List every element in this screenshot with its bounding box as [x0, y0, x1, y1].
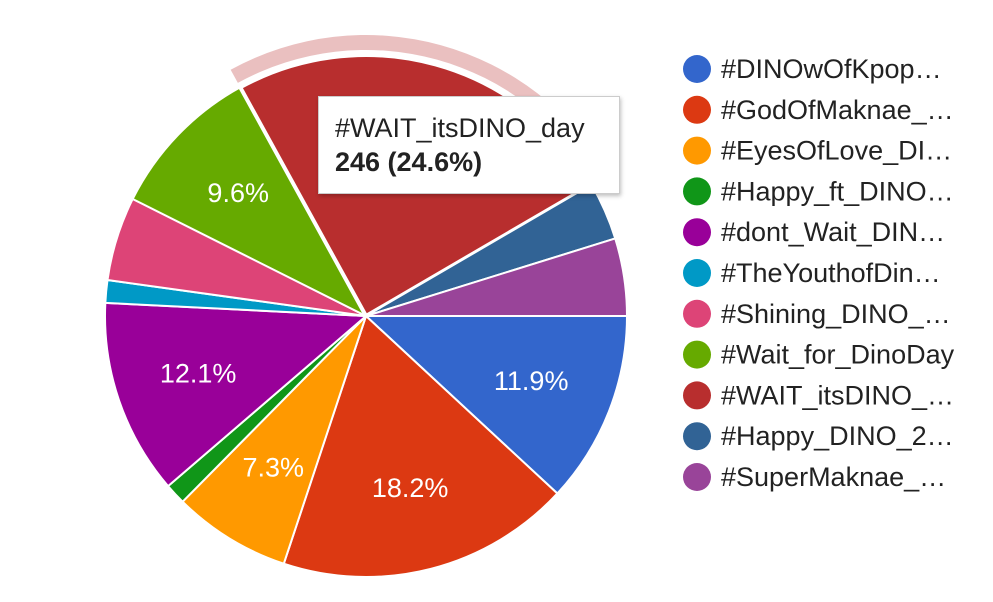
pie-slice-wait-for-dinoday[interactable]: [131, 85, 369, 319]
legend-swatch: [683, 422, 711, 451]
legend-item-wait-itsdino[interactable]: #WAIT_itsDINO_…: [683, 380, 954, 410]
legend-label: #Shining_DINO_…: [721, 299, 951, 329]
legend-item-dont-wait-din[interactable]: #dont_Wait_DIN…: [683, 217, 945, 247]
slice-label-eyesoflove-di: 7.3%: [243, 452, 305, 482]
legend-swatch: [683, 463, 711, 491]
tooltip-value: 246 (24.6%): [335, 147, 483, 177]
legend-swatch: [683, 177, 711, 206]
legend-label: #dont_Wait_DIN…: [721, 217, 945, 247]
legend-item-shining-dino[interactable]: #Shining_DINO_…: [683, 299, 951, 329]
slice-label-dont-wait-din: 12.1%: [160, 359, 237, 389]
legend-swatch: [683, 381, 711, 410]
legend-swatch: [683, 299, 711, 328]
pie-slice-dont-wait-din[interactable]: [104, 301, 369, 488]
slice-label-godofmaknae: 18.2%: [372, 473, 449, 503]
legend: #DINOwOfKpop… #GodOfMaknae_… #EyesOfLove_D…: [683, 54, 955, 492]
legend-label: #EyesOfLove_DI…: [721, 136, 952, 166]
legend-item-godofmaknae[interactable]: #GodOfMaknae_…: [683, 95, 954, 125]
legend-label: #WAIT_itsDINO_…: [721, 380, 954, 410]
legend-label: #Wait_for_DinoDay: [721, 340, 955, 370]
legend-swatch: [683, 259, 711, 287]
pie-slice-supermaknae[interactable]: [365, 237, 629, 317]
legend-item-eyesoflove-di[interactable]: #EyesOfLove_DI…: [683, 136, 952, 166]
pie-slice-dinowofkpop[interactable]: [363, 315, 629, 495]
legend-swatch: [683, 95, 711, 124]
tooltip-label: #WAIT_itsDINO_day: [335, 113, 585, 143]
legend-swatch: [683, 340, 711, 369]
legend-swatch: [683, 55, 711, 83]
legend-label: #TheYouthofDin…: [721, 258, 941, 288]
legend-swatch: [683, 218, 711, 247]
pie-slice-godofmaknae[interactable]: [282, 314, 559, 578]
legend-label: #DINOwOfKpop…: [721, 54, 942, 84]
slice-label-wait-for-dinoday: 9.6%: [207, 178, 269, 208]
pie-labels: 11.9% 18.2% 7.3% 12.1% 9.6%: [160, 178, 569, 503]
slice-label-dinowofkpop: 11.9%: [494, 366, 569, 396]
legend-item-wait-for-dinoday[interactable]: #Wait_for_DinoDay: [683, 340, 955, 370]
legend-item-happy-ft-dino[interactable]: #Happy_ft_DINO…: [683, 176, 954, 206]
legend-label: #Happy_DINO_2…: [721, 421, 954, 451]
legend-label: #SuperMaknae_…: [721, 462, 946, 492]
legend-item-theyouthofdin[interactable]: #TheYouthofDin…: [683, 258, 941, 288]
pie-slice-eyesoflove-di[interactable]: [181, 315, 367, 565]
legend-item-dinowofkpop[interactable]: #DINOwOfKpop…: [683, 54, 942, 84]
legend-item-supermaknae[interactable]: #SuperMaknae_…: [683, 462, 946, 492]
tooltip: #WAIT_itsDINO_day 246 (24.6%): [318, 96, 620, 194]
legend-label: #GodOfMaknae_…: [721, 95, 954, 125]
legend-item-happy-dino-2[interactable]: #Happy_DINO_2…: [683, 421, 954, 451]
legend-swatch: [683, 136, 711, 165]
legend-label: #Happy_ft_DINO…: [721, 176, 954, 206]
